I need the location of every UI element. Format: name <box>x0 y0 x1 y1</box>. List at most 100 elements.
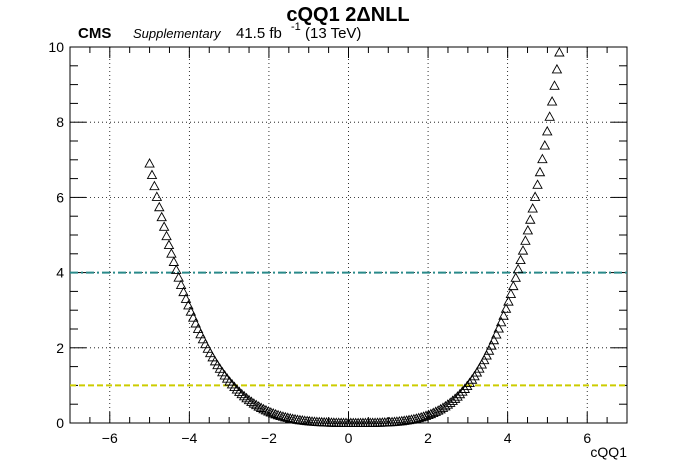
data-point <box>226 378 238 389</box>
data-point <box>522 224 534 235</box>
data-point <box>544 111 555 121</box>
data-point <box>149 180 160 191</box>
data-point <box>537 153 548 164</box>
data-point <box>146 169 158 180</box>
data-point <box>234 386 245 396</box>
data-point <box>428 407 439 418</box>
y-tick-label: 2 <box>56 340 64 356</box>
data-point <box>498 310 509 320</box>
data-point <box>178 286 189 297</box>
x-tick-label: −4 <box>181 430 197 446</box>
data-point <box>508 280 519 291</box>
data-point <box>435 403 446 414</box>
data-point <box>180 293 192 303</box>
data-point <box>275 410 286 420</box>
data-point <box>284 412 296 423</box>
x-tick-label: 0 <box>345 430 353 446</box>
x-tick-label: −6 <box>102 430 118 446</box>
data-point <box>163 239 175 250</box>
data-point <box>277 411 289 421</box>
data-point <box>175 279 187 289</box>
data-point <box>534 166 546 177</box>
data-point <box>488 334 500 345</box>
data-point <box>229 381 240 392</box>
data-point <box>529 191 541 201</box>
data-point <box>520 235 531 245</box>
data-point <box>238 390 250 401</box>
data-point <box>449 393 461 403</box>
data-point <box>500 303 512 313</box>
data-point <box>495 316 507 327</box>
lumi-exponent: -1 <box>291 21 301 33</box>
y-tick-label: 6 <box>56 189 64 205</box>
data-point <box>248 398 260 408</box>
reference-lines <box>70 271 627 387</box>
data-point <box>250 399 262 410</box>
data-point <box>154 201 165 212</box>
data-point <box>156 211 167 222</box>
data-point <box>418 411 429 421</box>
data-point <box>512 263 524 274</box>
x-tick-label: 6 <box>583 430 591 446</box>
y-tick-label: 8 <box>56 114 64 130</box>
data-point <box>267 408 279 418</box>
data-point <box>423 409 434 420</box>
data-point <box>197 333 209 344</box>
supplementary-label: Supplementary <box>133 26 222 41</box>
data-point <box>493 323 505 333</box>
data-point <box>185 306 197 316</box>
data-point <box>272 409 284 420</box>
data-point <box>263 406 274 416</box>
y-tick-label: 0 <box>56 415 64 431</box>
data-point <box>282 412 294 422</box>
data-point <box>287 413 298 423</box>
data-point <box>491 329 502 339</box>
data-point <box>546 96 558 106</box>
x-tick-label: −2 <box>261 430 277 446</box>
data-point <box>486 340 497 350</box>
data-point <box>270 408 281 419</box>
data-point <box>525 214 536 224</box>
axis-ticks: −6 −4 −2 0 2 4 6 0 2 4 6 8 10 <box>48 39 628 446</box>
x-tick-label: 2 <box>424 430 432 446</box>
data-point <box>478 354 490 365</box>
data-point <box>253 401 264 411</box>
data-point <box>527 203 538 213</box>
data-point <box>517 245 529 255</box>
chart-title: cQQ1 2ΔNLL <box>286 4 409 26</box>
data-point <box>515 254 526 265</box>
data-point <box>246 396 257 406</box>
data-point <box>554 46 565 57</box>
data-point <box>241 392 252 403</box>
data-point <box>151 191 163 201</box>
data-point <box>454 388 466 399</box>
data-point <box>437 402 449 412</box>
data-point <box>481 350 492 360</box>
data-point <box>461 380 473 391</box>
x-axis-label: cQQ1 <box>590 444 627 460</box>
data-point <box>541 125 553 136</box>
data-point <box>503 296 514 306</box>
data-point <box>430 406 441 416</box>
data-point <box>452 391 463 401</box>
lumi-label: 41.5 fb <box>236 25 282 42</box>
data-point <box>166 248 177 258</box>
grid-lines <box>70 47 627 423</box>
data-point <box>183 299 194 310</box>
data-point <box>549 80 560 90</box>
data-point <box>505 288 517 298</box>
data-point <box>258 403 269 414</box>
data-point <box>224 376 235 386</box>
y-tick-label: 4 <box>56 265 64 281</box>
data-point <box>158 221 170 231</box>
data-point <box>195 328 206 339</box>
data-point <box>459 383 471 393</box>
data-point <box>280 411 291 422</box>
data-point <box>464 377 475 387</box>
energy-label: (13 TeV) <box>305 25 361 42</box>
data-point <box>144 158 155 168</box>
data-point <box>425 408 437 419</box>
data-point <box>173 272 184 282</box>
data-point <box>551 63 563 74</box>
